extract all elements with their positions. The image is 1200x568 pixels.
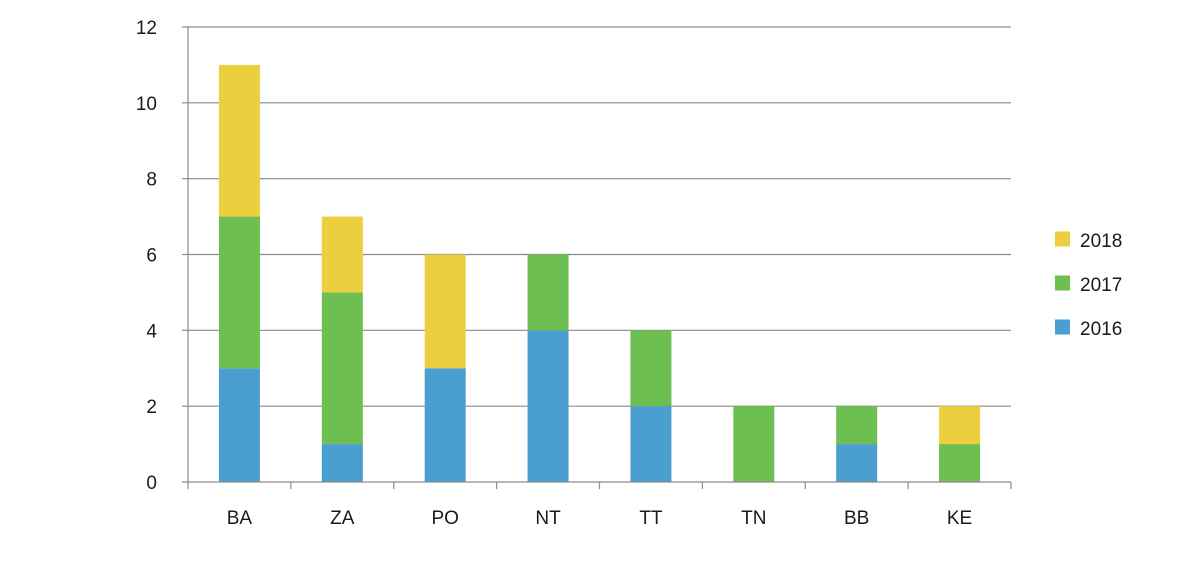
y-tick-label: 2 — [146, 397, 157, 418]
bar-segment-za-2016 — [321, 444, 363, 482]
x-tick-label: TN — [741, 508, 766, 529]
bar-segment-tt-2016 — [630, 406, 672, 482]
y-tick-label: 4 — [146, 321, 157, 342]
axes: 0 2 4 6 8 10 12 BA ZA PO NT TT TN BB KE — [136, 18, 1012, 529]
x-tick-label: BB — [844, 508, 869, 529]
x-tick-label: KE — [947, 508, 972, 529]
bar-segment-tt-2017 — [630, 330, 672, 407]
legend-swatch-2018 — [1055, 231, 1070, 247]
legend: 2018 2017 2016 — [1055, 231, 1122, 340]
y-tick-label: 6 — [146, 246, 157, 267]
x-tick-label: BA — [227, 508, 253, 529]
bar-segment-ke-2017 — [939, 444, 981, 482]
y-tick-label: 0 — [146, 473, 157, 494]
bar-segment-nt-2016 — [527, 330, 569, 482]
x-tick-label: ZA — [330, 508, 355, 529]
legend-swatch-2017 — [1055, 275, 1070, 291]
legend-label: 2017 — [1080, 275, 1122, 296]
x-tick-label: NT — [535, 508, 561, 529]
bar-segment-ke-2018 — [939, 406, 981, 445]
y-tick-label: 12 — [136, 18, 157, 39]
bar-segment-tn-2017 — [733, 406, 775, 482]
bar-segment-ba-2016 — [218, 368, 260, 482]
bar-segment-po-2018 — [424, 254, 466, 369]
gridlines — [188, 26, 1011, 407]
bar-segment-bb-2016 — [836, 444, 878, 482]
bar-segment-bb-2017 — [836, 406, 878, 445]
y-tick-label: 10 — [136, 94, 157, 115]
y-tick-label: 8 — [146, 170, 157, 191]
x-tick-label: TT — [639, 508, 663, 529]
x-tick-label: PO — [431, 508, 458, 529]
legend-label: 2018 — [1080, 231, 1122, 252]
bar-segment-nt-2017 — [527, 254, 569, 331]
bar-segment-ba-2017 — [218, 216, 260, 369]
bar-segment-za-2018 — [321, 216, 363, 293]
legend-label: 2016 — [1080, 319, 1122, 340]
bar-segment-po-2016 — [424, 368, 466, 482]
legend-swatch-2016 — [1055, 319, 1070, 335]
bars — [218, 64, 981, 482]
bar-segment-ba-2018 — [218, 64, 260, 217]
bar-segment-za-2017 — [321, 292, 363, 445]
